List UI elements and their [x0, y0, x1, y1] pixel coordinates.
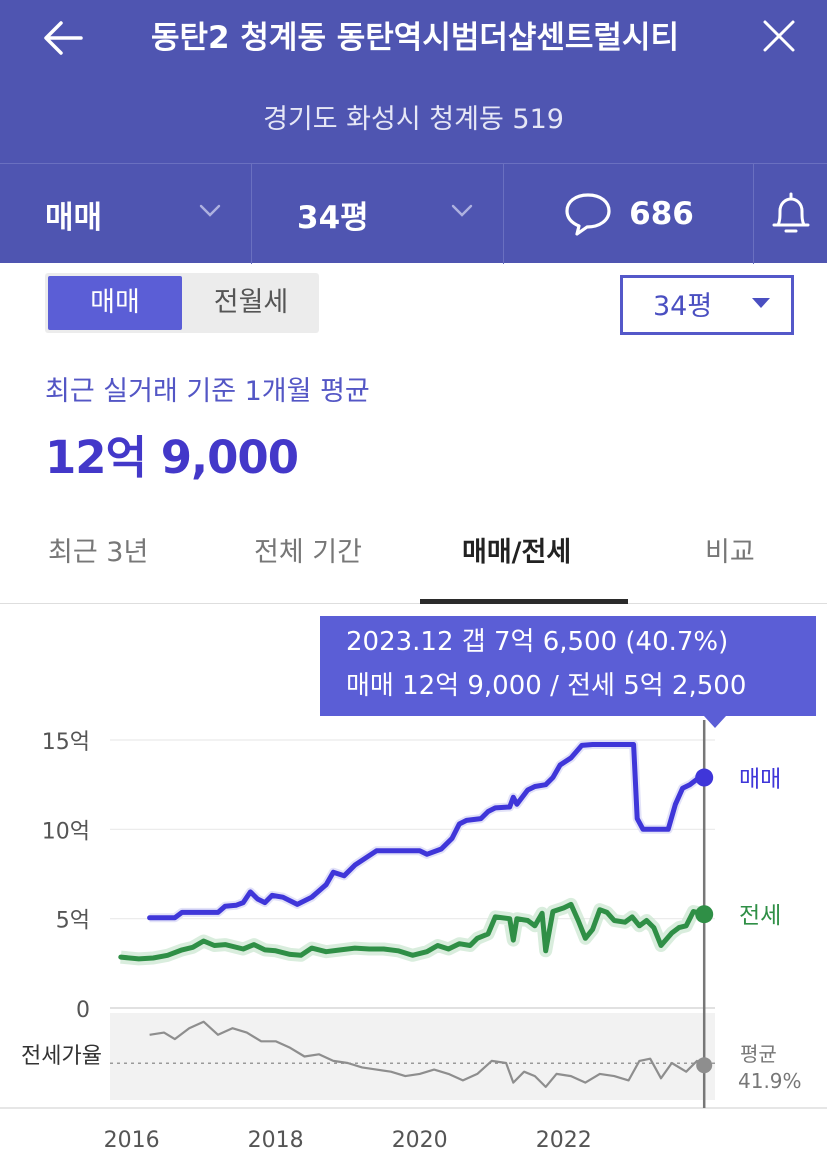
jeonse-series-label: 전세	[739, 903, 781, 929]
speech-bubble-icon	[565, 193, 611, 236]
x-tick-label: 2020	[392, 1128, 448, 1153]
area-size-dropdown[interactable]: 34평	[252, 164, 504, 264]
chevron-down-icon	[199, 204, 221, 217]
average-price: 12억 9,000	[45, 431, 299, 484]
address-text: 경기도 화성시 청계동 519	[263, 104, 564, 135]
close-icon	[763, 20, 795, 52]
active-tab-indicator	[420, 599, 628, 604]
arrow-left-icon	[44, 21, 83, 55]
y-tick-label: 15억	[42, 730, 90, 755]
ratio-axis-label: 전세가율	[21, 1044, 102, 1069]
segment-sale[interactable]: 매매	[48, 276, 182, 330]
comments-button[interactable]: 686	[504, 164, 754, 264]
notification-button[interactable]	[754, 164, 827, 264]
area-size-label: 34평	[297, 199, 369, 236]
chart-area-dropdown[interactable]: 34평	[620, 275, 794, 335]
deal-type-dropdown[interactable]: 매매	[0, 164, 252, 264]
comment-count: 686	[629, 196, 694, 232]
sale-range-band	[149, 740, 706, 923]
x-tick-label: 2022	[536, 1128, 592, 1153]
chart-tooltip: 2023.12 갭 7억 6,500 (40.7%) 매매 12억 9,000 …	[320, 616, 816, 716]
y-tick-label: 5억	[56, 909, 90, 934]
chart-tabs: 최근 3년 전체 기간 매매/전세 비교	[0, 515, 827, 604]
tab-all-period[interactable]: 전체 기간	[254, 537, 362, 568]
back-button[interactable]	[38, 16, 88, 60]
tooltip-pointer	[704, 716, 726, 728]
tab-recent-3-years[interactable]: 최근 3년	[48, 537, 149, 568]
close-button[interactable]	[754, 14, 804, 58]
ratio-end-point	[696, 1057, 713, 1074]
jeonse-line	[118, 901, 707, 962]
ratio-line	[149, 1020, 705, 1088]
trade-type-toggle: 매매 전월세	[45, 273, 319, 333]
ratio-avg-value: 41.9%	[738, 1069, 802, 1093]
deal-type-label: 매매	[45, 199, 103, 236]
jeonse-end-point	[695, 905, 714, 924]
y-tick-label: 10억	[42, 819, 90, 844]
header-filter-bar: 매매 34평 686	[0, 163, 827, 264]
segment-rent[interactable]: 전월세	[213, 287, 289, 318]
y-tick-label: 0	[76, 998, 90, 1023]
recent-average-label: 최근 실거래 기준 1개월 평균	[45, 376, 370, 407]
tab-sale-jeonse[interactable]: 매매/전세	[462, 537, 572, 568]
sale-end-point	[695, 768, 714, 787]
sale-series-label: 매매	[739, 767, 781, 793]
x-tick-label: 2016	[104, 1128, 160, 1153]
tooltip-gap-line: 2023.12 갭 7억 6,500 (40.7%)	[346, 627, 729, 657]
bell-icon	[772, 192, 809, 233]
chevron-down-icon	[451, 204, 473, 217]
tooltip-price-line: 매매 12억 9,000 / 전세 5억 2,500	[346, 671, 747, 701]
page-title: 동탄2 청계동 동탄역시범더샵센트럴시티	[151, 20, 679, 56]
sale-line	[147, 742, 707, 921]
ratio-panel-background	[110, 1013, 715, 1100]
ratio-avg-label: 평균	[740, 1042, 777, 1066]
app-header: 동탄2 청계동 동탄역시범더샵센트럴시티 경기도 화성시 청계동 519 매매 …	[0, 0, 827, 264]
x-tick-label: 2018	[248, 1128, 304, 1153]
chart-area-label: 34평	[653, 291, 713, 322]
tab-compare[interactable]: 비교	[705, 537, 755, 568]
caret-down-icon	[752, 298, 770, 308]
